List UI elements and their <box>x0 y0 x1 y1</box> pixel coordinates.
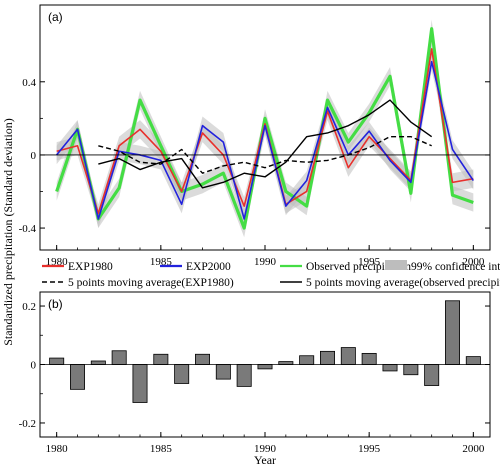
bar <box>278 361 294 365</box>
bar <box>340 347 356 365</box>
bar <box>195 353 210 365</box>
bar <box>215 364 231 380</box>
bar <box>153 353 169 365</box>
y-tick-label: 0 <box>31 360 37 372</box>
series-line <box>55 27 474 230</box>
bar <box>299 355 315 365</box>
legend-item: Observed precipitation <box>280 261 411 273</box>
x-tick-label: 1995 <box>358 443 381 455</box>
legend-item: 5 points moving average(observed precipi… <box>280 277 500 289</box>
bar <box>445 300 460 365</box>
bar <box>320 350 335 365</box>
bar <box>132 364 148 403</box>
bar <box>49 357 65 365</box>
bar <box>382 364 398 372</box>
legend-label: 99% confidence interval <box>411 261 500 273</box>
panel-b: 1980 1985 1990 1995 2000 -0.2 0 0.2 (b) <box>19 291 491 455</box>
legend-item: EXP1980 <box>42 261 113 273</box>
x-tick-label: 2000 <box>462 256 485 268</box>
y-tick-label: 0.4 <box>22 77 36 89</box>
shared-y-axis-label: Standardized precipitation (Standard dev… <box>1 118 15 346</box>
legend-swatch <box>385 260 407 270</box>
legend: EXP1980 EXP2000 Observed precipitation 99% … <box>42 260 500 289</box>
x-tick-label: 1985 <box>150 443 173 455</box>
series-line <box>98 135 432 174</box>
y-tick-label: 0.2 <box>22 301 36 313</box>
x-axis-label: Year <box>254 453 276 467</box>
y-tick-label: -0.2 <box>19 418 36 430</box>
panel-a: 1980 1985 1990 1995 2000-0.400.4 (a) <box>19 4 491 268</box>
series-line <box>56 48 474 215</box>
legend-item: 99% confidence interval <box>385 260 500 273</box>
bar <box>257 364 273 370</box>
legend-item: EXP2000 <box>160 261 231 273</box>
bars <box>40 300 490 403</box>
y-tick-label: 0 <box>31 150 37 162</box>
legend-label: 5 points moving average(observed precipi… <box>306 277 500 289</box>
bar <box>236 364 252 387</box>
x-tick-label: 1995 <box>358 256 381 268</box>
y-tick-label: -0.4 <box>19 223 37 235</box>
x-tick-label: 1990 <box>254 256 277 268</box>
series-line <box>98 99 433 189</box>
panel-b-label: (b) <box>48 297 63 311</box>
x-tick-label: 1980 <box>46 443 69 455</box>
legend-label: 5 points moving average(EXP1980) <box>68 277 234 289</box>
bar <box>361 352 377 365</box>
legend-label: Observed precipitation <box>306 261 411 273</box>
bar <box>90 360 106 365</box>
bar <box>111 350 127 365</box>
legend-item: 5 points moving average(EXP1980) <box>42 277 234 289</box>
x-tick-label: 2000 <box>462 443 485 455</box>
bar <box>465 356 481 365</box>
panel-b-axes: 1980 1985 1990 1995 2000 -0.2 0 0.2 <box>19 301 490 455</box>
panel-a-label: (a) <box>48 10 63 24</box>
bar <box>174 364 190 384</box>
bar <box>403 364 419 376</box>
bar <box>70 364 85 390</box>
legend-label: EXP2000 <box>186 261 231 273</box>
bar <box>424 364 440 386</box>
series-lines <box>55 27 474 230</box>
x-tick-label: 1990 <box>254 443 277 455</box>
series-line <box>56 60 474 220</box>
legend-label: EXP1980 <box>68 261 113 273</box>
